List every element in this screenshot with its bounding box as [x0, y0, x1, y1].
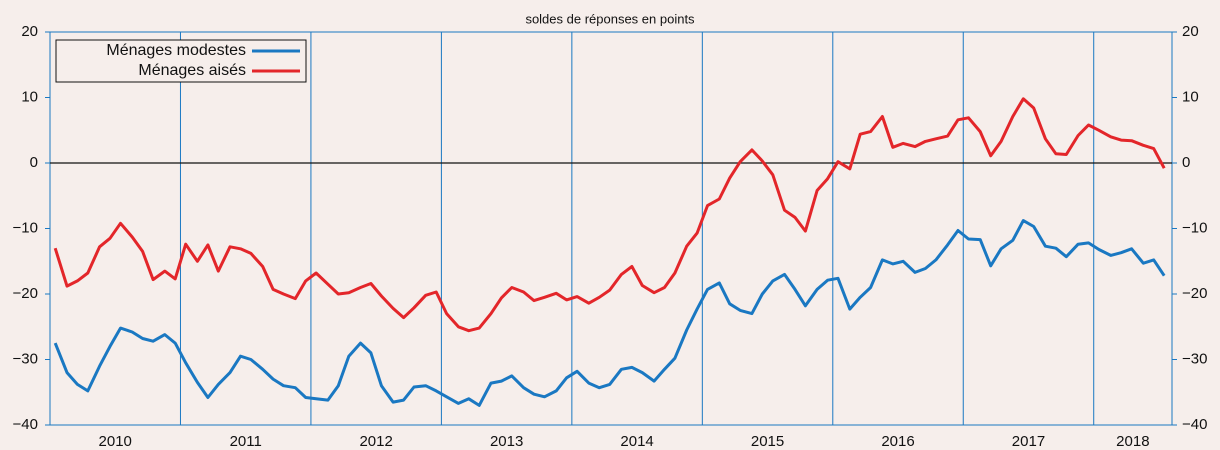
x-tick-label: 2018: [1116, 433, 1149, 450]
x-tick-label: 2014: [620, 433, 653, 450]
x-tick-label: 2016: [881, 433, 914, 450]
y-tick-label-right: 0: [1182, 154, 1190, 171]
y-tick-label-right: −10: [1182, 219, 1207, 236]
y-tick-label-right: 10: [1182, 88, 1199, 105]
legend-label: Ménages modestes: [106, 42, 246, 59]
legend: Ménages modestes Ménages aisés: [55, 39, 307, 83]
y-tick-label: 0: [30, 154, 38, 171]
chart-title: soldes de réponses en points: [525, 11, 695, 26]
y-tick-label: −30: [13, 350, 38, 367]
x-tick-label: 2015: [751, 433, 784, 450]
x-tick-label: 2011: [230, 433, 262, 450]
y-tick-label-right: −30: [1182, 350, 1207, 367]
x-tick-label: 2010: [99, 433, 132, 450]
y-tick-label-right: 20: [1182, 23, 1199, 40]
y-tick-label: −10: [13, 219, 38, 236]
legend-label: Ménages aisés: [138, 62, 246, 79]
legend-box: [55, 39, 307, 83]
x-tick-label: 2013: [490, 433, 523, 450]
line-series: [53, 219, 1166, 407]
y-tick-label-right: −20: [1182, 285, 1207, 302]
y-tick-label-right: −40: [1182, 416, 1207, 433]
x-tick-label: 2012: [359, 433, 392, 450]
y-tick-label: 20: [21, 23, 38, 40]
line-series: [53, 97, 1166, 333]
y-tick-label: −20: [13, 285, 38, 302]
y-tick-label: 10: [21, 88, 38, 105]
plot-area: [49, 31, 1173, 426]
y-tick-label: −40: [13, 416, 38, 433]
x-tick-label: 2017: [1012, 433, 1045, 450]
